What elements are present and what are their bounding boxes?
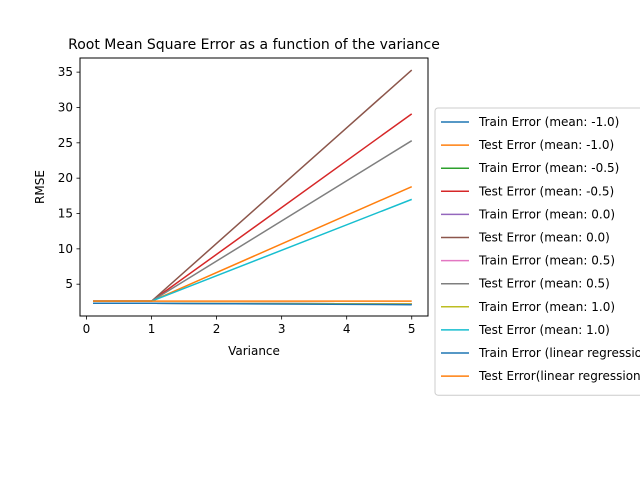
x-tick-label-2: 2 (213, 322, 221, 336)
y-tick-label-3: 20 (58, 171, 73, 185)
legend-label-9: Test Error (mean: 1.0) (478, 323, 610, 337)
y-tick-label-2: 15 (58, 207, 73, 221)
x-tick-label-4: 4 (343, 322, 351, 336)
y-axis-ticks: 5 10 15 20 25 30 35 (58, 65, 80, 291)
x-tick-label-0: 0 (83, 322, 91, 336)
legend-label-2: Train Error (mean: -0.5) (478, 161, 619, 175)
legend-label-5: Test Error (mean: 0.0) (478, 231, 610, 245)
series-line-10 (93, 302, 412, 306)
legend-label-8: Train Error (mean: 1.0) (478, 300, 615, 314)
chart-title: Root Mean Square Error as a function of … (68, 37, 440, 53)
x-tick-label-5: 5 (408, 322, 416, 336)
y-tick-label-6: 35 (58, 65, 73, 79)
y-tick-label-0: 5 (65, 277, 73, 291)
series-line-9 (93, 198, 413, 302)
y-tick-label-1: 10 (58, 242, 73, 256)
legend-label-0: Train Error (mean: -1.0) (478, 115, 619, 129)
series-line-7 (93, 140, 413, 302)
legend-box (434, 107, 640, 396)
series-line-5 (93, 69, 413, 302)
series-line-1 (93, 185, 413, 302)
legend-label-11: Test Error(linear regression) (478, 369, 640, 383)
y-axis-label: RMSE (33, 170, 47, 204)
y-tick-label-4: 25 (58, 136, 73, 150)
x-tick-label-1: 1 (148, 322, 156, 336)
plot-lines (93, 69, 413, 306)
x-axis-ticks: 0 1 2 3 4 5 (83, 316, 416, 336)
y-tick-label-5: 30 (58, 100, 73, 114)
legend: Train Error (mean: -1.0) Test Error (mean… (434, 107, 640, 396)
legend-label-10: Train Error (linear regression) (478, 346, 640, 360)
legend-label-1: Test Error (mean: -1.0) (478, 138, 614, 152)
legend-label-3: Test Error (mean: -0.5) (478, 184, 614, 198)
x-axis-label: Variance (228, 344, 280, 358)
legend-label-4: Train Error (mean: 0.0) (478, 207, 615, 221)
x-tick-label-3: 3 (278, 322, 286, 336)
legend-label-6: Train Error (mean: 0.5) (478, 254, 615, 268)
plot-frame (79, 57, 429, 317)
legend-label-7: Test Error (mean: 0.5) (478, 277, 610, 291)
